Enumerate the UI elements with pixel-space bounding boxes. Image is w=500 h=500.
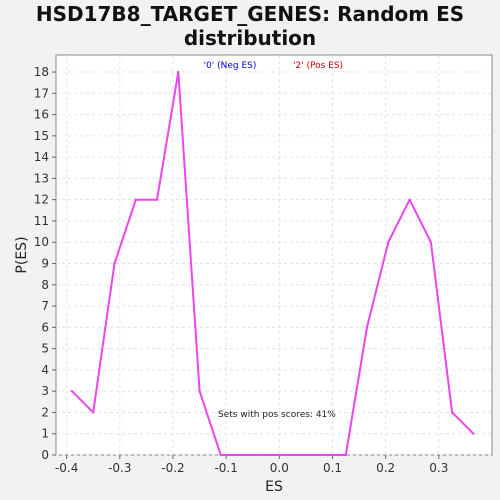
y-tick-label: 13 [34, 171, 49, 185]
chart-title: HSD17B8_TARGET_GENES: Random ES distribu… [35, 2, 465, 50]
y-tick-label: 3 [41, 384, 49, 398]
data-point [408, 198, 411, 201]
x-tick-label: 0.1 [323, 461, 342, 475]
x-tick-label: -0.1 [214, 461, 237, 475]
x-tick-label: -0.2 [161, 461, 184, 475]
y-tick-label: 16 [34, 108, 49, 122]
data-point [177, 70, 180, 74]
data-point [113, 262, 116, 265]
x-tick-label: -0.4 [55, 461, 78, 475]
data-point [429, 241, 433, 244]
data-point [450, 411, 454, 414]
legend-entry: '2' (Pos ES) [293, 61, 343, 71]
data-point [240, 453, 244, 457]
y-tick-label: 12 [34, 193, 49, 207]
y-tick-label: 2 [41, 405, 49, 419]
data-point [304, 453, 308, 457]
y-tick-label: 14 [34, 150, 49, 164]
series-group [70, 70, 475, 457]
series-line [71, 71, 475, 456]
y-tick-label: 9 [41, 257, 49, 271]
y-tick-label: 18 [34, 65, 49, 79]
y-axis-title: P(ES) [14, 236, 30, 273]
data-point [70, 389, 74, 393]
x-tick-label: 0.0 [270, 461, 289, 475]
y-tick-label: 11 [34, 214, 49, 228]
data-point [472, 432, 475, 435]
data-point [262, 453, 265, 457]
data-point [325, 453, 329, 457]
y-tick-label: 8 [41, 278, 49, 292]
y-tick-label: 6 [41, 320, 49, 334]
x-axis-title: ES [265, 479, 283, 495]
y-tick-label: 17 [34, 86, 49, 100]
data-point [387, 241, 390, 244]
grid-lines [56, 55, 492, 456]
y-tick-label: 15 [34, 129, 49, 143]
data-point [134, 198, 137, 201]
y-tick-label: 4 [41, 363, 49, 377]
legend: '0' (Neg ES) '2' (Pos ES) [204, 61, 343, 71]
y-tick-label: 1 [41, 427, 49, 441]
data-point [155, 198, 159, 201]
data-point [344, 453, 347, 457]
y-tick-label: 0 [41, 448, 49, 462]
annotation-text: Sets with pos scores: 41% [218, 410, 336, 420]
legend-entry: '0' (Neg ES) [204, 61, 257, 71]
x-tick-label: -0.3 [108, 461, 131, 475]
x-tick-label: 0.2 [376, 461, 395, 475]
data-point [198, 389, 201, 393]
y-tick-label: 7 [41, 299, 49, 313]
y-tick-label: 5 [41, 342, 49, 356]
data-point [365, 326, 369, 329]
data-point [283, 453, 286, 457]
x-tick-label: 0.3 [429, 461, 448, 475]
plot-background [55, 54, 493, 456]
data-point [92, 411, 95, 414]
data-point [219, 453, 223, 457]
y-tick-label: 10 [34, 235, 49, 249]
